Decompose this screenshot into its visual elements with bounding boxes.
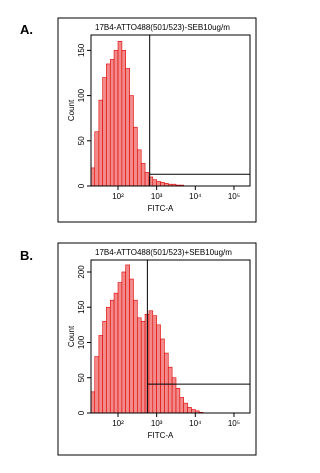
histogram-bar [129, 278, 134, 414]
plot-area [90, 34, 251, 187]
y-tick-label: 50 [77, 136, 86, 145]
plot-area [90, 259, 251, 414]
histogram-bar [133, 126, 138, 187]
x-tick-label: 10² [112, 192, 124, 201]
histogram-bar [156, 181, 161, 187]
histogram-bar [137, 149, 142, 187]
histogram-bar [179, 397, 185, 414]
y-axis-label: Count [67, 325, 76, 347]
x-tick-label: 10³ [151, 419, 163, 428]
histogram-bar [140, 321, 146, 414]
histogram-bar [98, 99, 103, 187]
y-tick-label: 100 [77, 88, 86, 102]
histogram-bar [191, 409, 196, 414]
histogram-bar [117, 282, 123, 414]
y-tick-label: 200 [77, 265, 86, 279]
histogram-bar [113, 292, 119, 414]
histogram-bar [94, 356, 100, 414]
x-axis-label: FITC-A [148, 204, 174, 213]
histogram-bar [164, 352, 169, 414]
histogram-bar [183, 402, 188, 414]
histogram-bar [109, 59, 115, 187]
y-tick-label: 0 [77, 183, 86, 188]
histogram-bar [152, 315, 157, 414]
x-tick-label: 10⁴ [189, 419, 202, 428]
histogram-bar [106, 63, 111, 187]
histogram-bar [106, 306, 111, 414]
y-axis-label: Count [67, 99, 76, 121]
figure: A. 17B4-ATTO488(501/523)-SEB10ug/m 10² 10³ 1… [20, 17, 257, 456]
histogram-bar [94, 131, 100, 187]
histogram-bar [160, 338, 165, 414]
histogram-bar [171, 377, 177, 414]
panel-label: B. [20, 248, 33, 263]
histogram-bar [175, 388, 181, 414]
x-tick-label: 10² [112, 419, 124, 428]
x-tick-label: 10⁴ [189, 192, 202, 201]
histogram-bar [160, 182, 165, 187]
panel-label: A. [20, 22, 33, 37]
histogram-bar [113, 50, 119, 187]
histogram-bar [102, 321, 107, 414]
plot-title: 17B4-ATTO488(501/523)-SEB10ug/m [95, 23, 230, 32]
histogram-bar [129, 95, 134, 187]
histogram-bar [152, 179, 157, 187]
histogram-bar [125, 68, 130, 187]
histogram-bar [144, 172, 150, 187]
histogram-bar [102, 77, 107, 187]
histogram-bar [109, 299, 115, 414]
histogram-bar [167, 366, 173, 414]
histogram-bar [156, 324, 161, 414]
panel-frame [57, 242, 257, 456]
x-tick-label: 10⁵ [228, 419, 240, 428]
x-axis-label: FITC-A [148, 431, 174, 440]
histogram-bar [148, 310, 154, 414]
histogram-bar [98, 335, 103, 414]
x-tick-label: 10³ [151, 192, 163, 201]
histogram-bar [187, 407, 192, 414]
histogram-bar [121, 271, 126, 414]
histogram-bar [125, 264, 130, 414]
plot-title: 17B4-ATTO488(501/523)+SEB10ug/m [95, 248, 232, 257]
histogram-bar [137, 317, 142, 414]
histogram-bar [117, 41, 123, 187]
y-tick-label: 150 [77, 43, 86, 57]
histogram-bar [90, 391, 96, 414]
histogram-bar [140, 163, 146, 187]
y-tick-label: 0 [77, 410, 86, 415]
histogram-bar [121, 50, 126, 187]
x-tick-label: 10⁵ [228, 192, 240, 201]
y-tick-label: 50 [77, 373, 86, 382]
y-tick-label: 100 [77, 335, 86, 349]
y-tick-label: 150 [77, 300, 86, 314]
panel-frame [57, 17, 257, 223]
histogram-bar [90, 167, 96, 187]
histogram-bar [133, 299, 138, 414]
